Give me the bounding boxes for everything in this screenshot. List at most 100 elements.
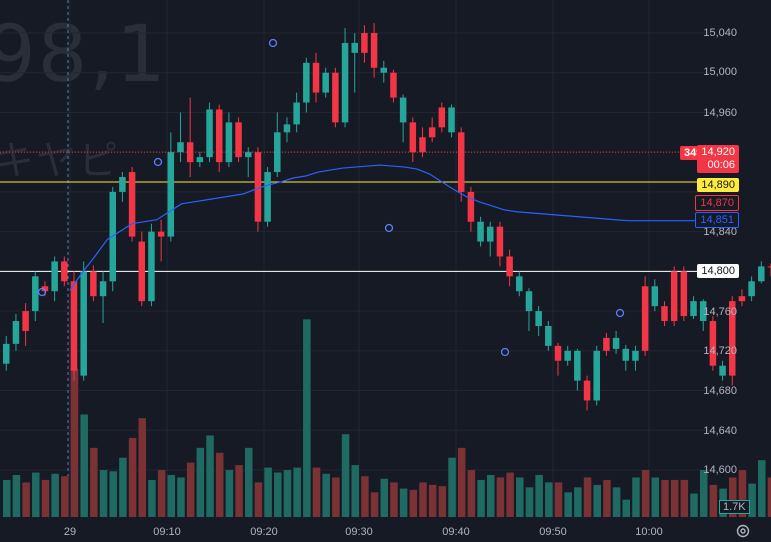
- candle-body: [167, 152, 175, 237]
- candle-body: [690, 301, 697, 317]
- volume-bar: [574, 487, 582, 517]
- candle-body: [419, 137, 426, 153]
- candle-body: [670, 271, 678, 322]
- x-tick: 09:20: [250, 526, 278, 538]
- candle-body: [341, 42, 349, 123]
- volume-bar: [215, 452, 224, 517]
- candle-body: [719, 365, 726, 376]
- volume-bar: [90, 447, 98, 517]
- volume-bar: [167, 475, 176, 517]
- volume-bar: [699, 470, 708, 517]
- volume-bar: [99, 470, 108, 517]
- candle-body: [525, 291, 533, 312]
- candle-body: [3, 343, 10, 364]
- candle-body: [574, 350, 581, 381]
- volume-bar: [670, 479, 679, 517]
- volume-bar: [264, 467, 272, 517]
- gear-icon[interactable]: [736, 524, 750, 538]
- candle-body: [225, 122, 233, 163]
- volume-bar: [119, 457, 127, 517]
- volume-bar: [593, 484, 601, 517]
- candle-body: [303, 62, 310, 103]
- candle-body: [80, 271, 87, 376]
- volume-bar: [138, 418, 147, 517]
- candle-body: [12, 321, 20, 344]
- candle-body: [709, 321, 717, 366]
- x-tick: 09:10: [153, 526, 181, 538]
- candle-body: [245, 152, 252, 158]
- candle-body: [593, 350, 600, 401]
- volume-bar: [109, 471, 117, 517]
- volume-bar: [516, 477, 524, 517]
- yellow-level-badge: 14,890: [697, 178, 739, 192]
- volume-bar: [303, 319, 311, 517]
- candle-body: [448, 107, 455, 133]
- circle-marker-icon: [153, 157, 163, 167]
- circle-marker-icon: [268, 38, 278, 48]
- candle-body: [641, 286, 649, 351]
- candle-body: [32, 276, 39, 312]
- volume-bar: [380, 478, 389, 517]
- y-tick: 15,040: [703, 27, 737, 39]
- candle-body: [622, 348, 630, 361]
- volume-bar: [245, 447, 253, 517]
- volume-bar: [80, 414, 88, 517]
- candle-body: [438, 107, 446, 128]
- candle-body: [477, 221, 484, 242]
- volume-bar: [206, 435, 214, 517]
- volume-bar: [22, 482, 30, 517]
- volume-bar: [661, 479, 669, 517]
- y-tick: 14,600: [703, 464, 737, 476]
- volume-bar: [496, 477, 505, 517]
- candle-body: [148, 231, 155, 302]
- volume-bar: [399, 488, 408, 517]
- candle-body: [545, 325, 552, 346]
- volume-bar: [419, 482, 427, 517]
- x-tick: 29: [63, 526, 77, 538]
- candle-body: [516, 276, 523, 292]
- candle-body: [496, 226, 504, 257]
- volume-bar: [70, 368, 79, 517]
- candle-body: [177, 142, 184, 153]
- y-tick: 14,960: [703, 107, 737, 119]
- volume-bar: [690, 493, 698, 517]
- candle-body: [506, 256, 513, 277]
- candle-body: [351, 42, 358, 53]
- y-tick: 14,760: [703, 306, 737, 318]
- candle-body: [274, 132, 281, 173]
- candle-body: [128, 172, 136, 237]
- volume-bar: [487, 475, 495, 517]
- candle-body: [699, 301, 707, 322]
- candle-body: [235, 122, 242, 158]
- candle-body: [632, 350, 639, 361]
- x-tick: 09:50: [539, 526, 567, 538]
- volume-bar: [32, 472, 40, 517]
- candle-body: [680, 271, 688, 317]
- volume-bar: [603, 479, 611, 517]
- candle-body: [99, 281, 107, 297]
- candle-body: [535, 311, 542, 326]
- candle-body: [264, 172, 271, 222]
- candle-body: [738, 296, 746, 302]
- volume-bar: [641, 470, 650, 517]
- candle-body: [61, 261, 68, 282]
- volume-bar: [632, 477, 640, 517]
- volume-bar: [370, 492, 379, 517]
- volume-bar: [235, 465, 243, 517]
- candle-body: [70, 281, 78, 371]
- volume-bar: [312, 467, 321, 517]
- volume-bar: [254, 482, 263, 517]
- last-price-badge: 14,920 00:06: [697, 145, 739, 173]
- candle-body: [22, 311, 29, 331]
- candle-body: [651, 286, 659, 307]
- candle-body: [332, 72, 339, 123]
- volume-bar: [477, 479, 485, 517]
- y-tick: 14,840: [703, 226, 737, 238]
- volume-bar: [525, 487, 534, 517]
- last-price-value: 14,920: [701, 146, 735, 158]
- candle-body: [41, 286, 49, 292]
- candle-body: [196, 157, 204, 163]
- volume-bar: [293, 467, 301, 517]
